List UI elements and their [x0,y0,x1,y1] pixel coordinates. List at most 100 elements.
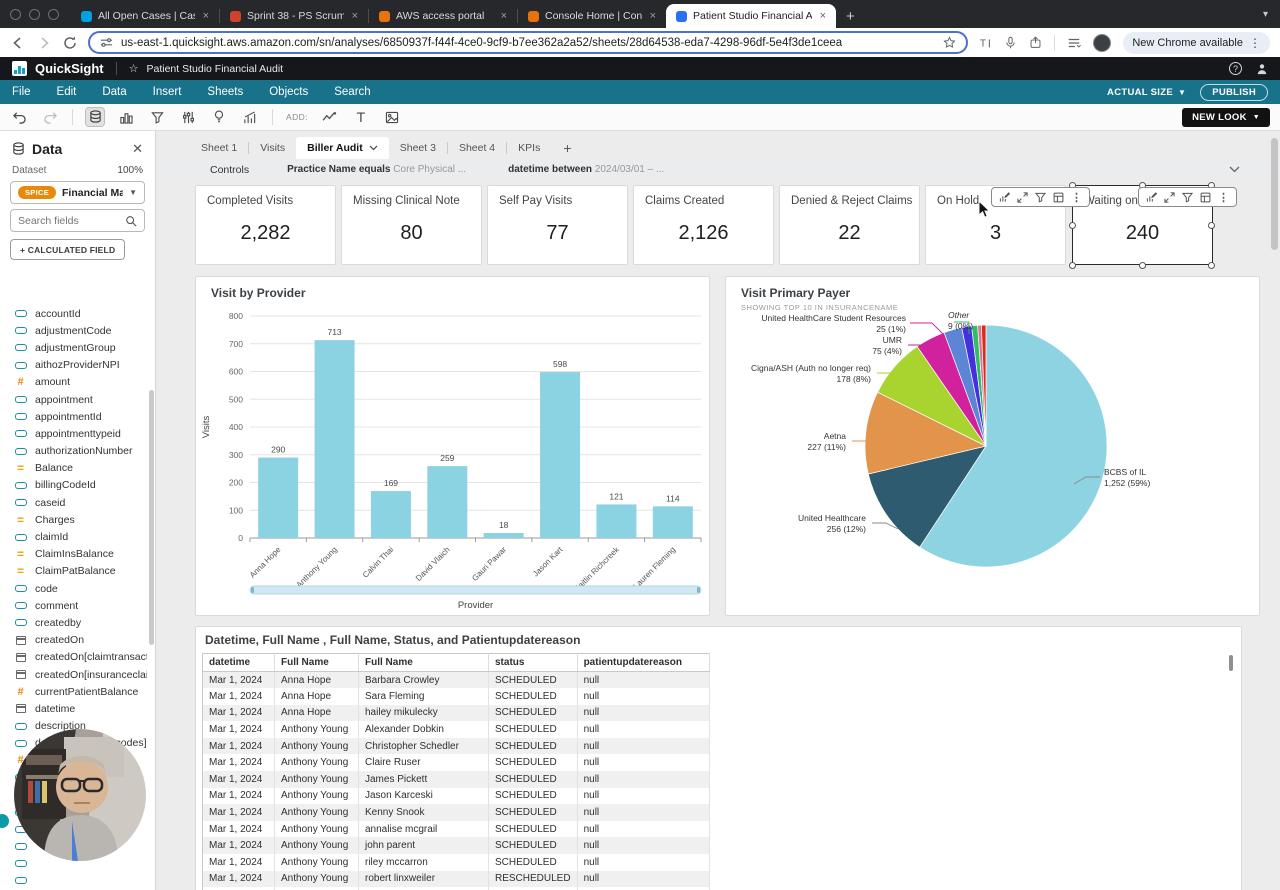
field-row[interactable]: accountId [0,305,147,322]
browser-tab[interactable]: Sprint 38 - PS Scrum - Agile × [220,4,368,28]
field-row[interactable]: # amount [0,374,147,391]
insights-button[interactable] [210,108,228,126]
menu-item-objects[interactable]: Objects [269,86,309,98]
export-icon[interactable] [1200,192,1211,203]
field-row[interactable]: aithozProviderNPI [0,357,147,374]
reading-list-icon[interactable] [1067,36,1082,50]
pie-slice-aetna[interactable] [864,391,988,475]
table-row[interactable]: Mar 1, 2024 Anthony Young Alexander Dobkin… [202,721,710,738]
field-row[interactable]: appointmentId [0,408,147,425]
menu-item-edit[interactable]: Edit [56,86,77,98]
table-row[interactable]: Mar 1, 2024 Anna Hope Barbara Crowley SCHED… [202,671,710,689]
table-row[interactable]: Mar 1, 2024 Anna Hope hailey mikulecky SCHE… [202,704,710,722]
bar-david-vlaich[interactable] [427,466,468,538]
field-row[interactable] [0,872,147,889]
field-row[interactable]: = ClaimInsBalance [0,546,147,563]
bar-kaitlin-richcreek[interactable] [596,504,637,538]
undo-button[interactable] [10,108,28,126]
field-row[interactable] [0,855,147,872]
table-row[interactable]: Mar 1, 2024 Anthony Young riley mccarron SC… [202,854,710,871]
export-icon[interactable] [1053,192,1064,203]
filter-control[interactable]: Practice Name equals Core Physical ... [287,164,466,175]
pie-slice-bcbs-of-il[interactable] [919,324,1108,568]
new-chrome-available-button[interactable]: New Chrome available ⋮ [1123,31,1270,54]
kpi-card-claims-created[interactable]: Claims Created 2,126 [633,185,774,265]
on-visual-insights-icon[interactable] [1146,191,1157,203]
chrome-menu-icon[interactable]: ⋮ [1249,35,1261,50]
table-row[interactable]: Mar 1, 2024 Anthony Young Claire Ruser SCHE… [202,754,710,772]
bar-calvin-thai[interactable] [370,491,411,538]
forward-icon[interactable] [36,35,52,51]
filter-button[interactable] [148,108,166,126]
menu-options-icon[interactable]: ⋮ [1218,191,1229,204]
window-minimize-button[interactable] [29,8,40,20]
tab-close-icon[interactable]: × [819,10,826,22]
field-row[interactable] [0,838,147,855]
table-row[interactable]: Mar 1, 2024 Anna Hope Sara Fleming SCHEDULE… [202,688,710,705]
visuals-button[interactable] [117,108,135,126]
tab-close-icon[interactable]: × [500,10,507,22]
window-controls[interactable] [0,8,71,20]
add-sheet-button[interactable]: + [563,139,572,156]
sheet-tab-visits[interactable]: Visits [249,137,296,159]
bar-anthony-young[interactable] [314,340,355,538]
visual-toolbar[interactable]: ⋮ [1138,187,1237,207]
field-row[interactable]: appointment [0,391,147,408]
search-input[interactable] [18,214,125,227]
maximize-icon[interactable] [1017,191,1028,203]
redo-button[interactable] [41,108,59,126]
field-row[interactable]: datetime [0,700,147,717]
field-row[interactable]: authorizationNumber [0,443,147,460]
data-panel-button[interactable] [85,107,105,127]
tab-close-icon[interactable]: × [202,10,209,22]
visual-toolbar[interactable]: ⋮ [991,187,1090,207]
pie-slice-other[interactable] [981,324,987,447]
user-icon[interactable] [1256,63,1268,75]
field-row[interactable]: code [0,580,147,597]
selection-handle[interactable] [1139,262,1146,269]
add-visual-button[interactable] [321,108,339,126]
on-visual-insights-icon[interactable] [999,191,1010,203]
bar-anna-hope[interactable] [258,457,299,538]
selection-handle[interactable] [1069,222,1076,229]
back-icon[interactable] [10,35,26,51]
add-calculated-field-button[interactable]: + CALCULATED FIELD [10,239,126,260]
column-header[interactable]: patientupdatereason [577,653,710,672]
window-close-button[interactable] [10,8,21,20]
bookmark-star-icon[interactable] [943,36,956,49]
tab-close-icon[interactable]: × [649,10,656,22]
kpi-card-denied-reject-claims[interactable]: Denied & Reject Claims 22 [779,185,920,265]
themes-button[interactable] [241,108,259,126]
selection-handle[interactable] [1069,262,1076,269]
add-text-button[interactable]: T [356,109,366,125]
sheet-tab-sheet-1[interactable]: Sheet 1 [190,137,248,159]
parameters-button[interactable] [179,108,197,126]
menu-options-icon[interactable]: ⋮ [1071,191,1082,204]
sheet-tab-biller-audit[interactable]: Biller Audit [296,136,389,159]
window-zoom-button[interactable] [48,8,59,20]
column-header[interactable]: datetime [202,653,275,672]
mic-icon[interactable] [1004,36,1017,49]
close-icon[interactable]: ✕ [132,141,143,156]
tab-search-chevron-icon[interactable]: ▾ [1262,8,1268,20]
table-scrollbar[interactable] [1229,655,1233,671]
kpi-card-self-pay-visits[interactable]: Self Pay Visits 77 [487,185,628,265]
filter-icon[interactable] [1035,192,1046,203]
bar-lauren-fleming[interactable] [652,506,693,538]
chart-scrollbar[interactable] [249,585,702,595]
webcam-overlay[interactable] [14,729,146,861]
field-row[interactable]: appointmenttypeid [0,425,147,442]
field-row[interactable]: createdOn[claimtransactions] [0,649,147,666]
webcam-control-icon[interactable] [0,812,11,830]
field-row[interactable]: = ClaimPatBalance [0,563,147,580]
table-row[interactable]: Mar 1, 2024 Anthony Young annalise mcgrail… [202,820,710,838]
menu-item-sheets[interactable]: Sheets [207,86,244,98]
translate-icon[interactable]: T [978,36,992,50]
filter-icon[interactable] [1182,192,1193,203]
field-row[interactable]: = Charges [0,511,147,528]
column-header[interactable]: Full Name [358,653,489,672]
field-search[interactable] [10,209,145,232]
maximize-icon[interactable] [1164,191,1175,203]
selection-handle[interactable] [1208,222,1215,229]
site-info-icon[interactable] [100,36,113,49]
